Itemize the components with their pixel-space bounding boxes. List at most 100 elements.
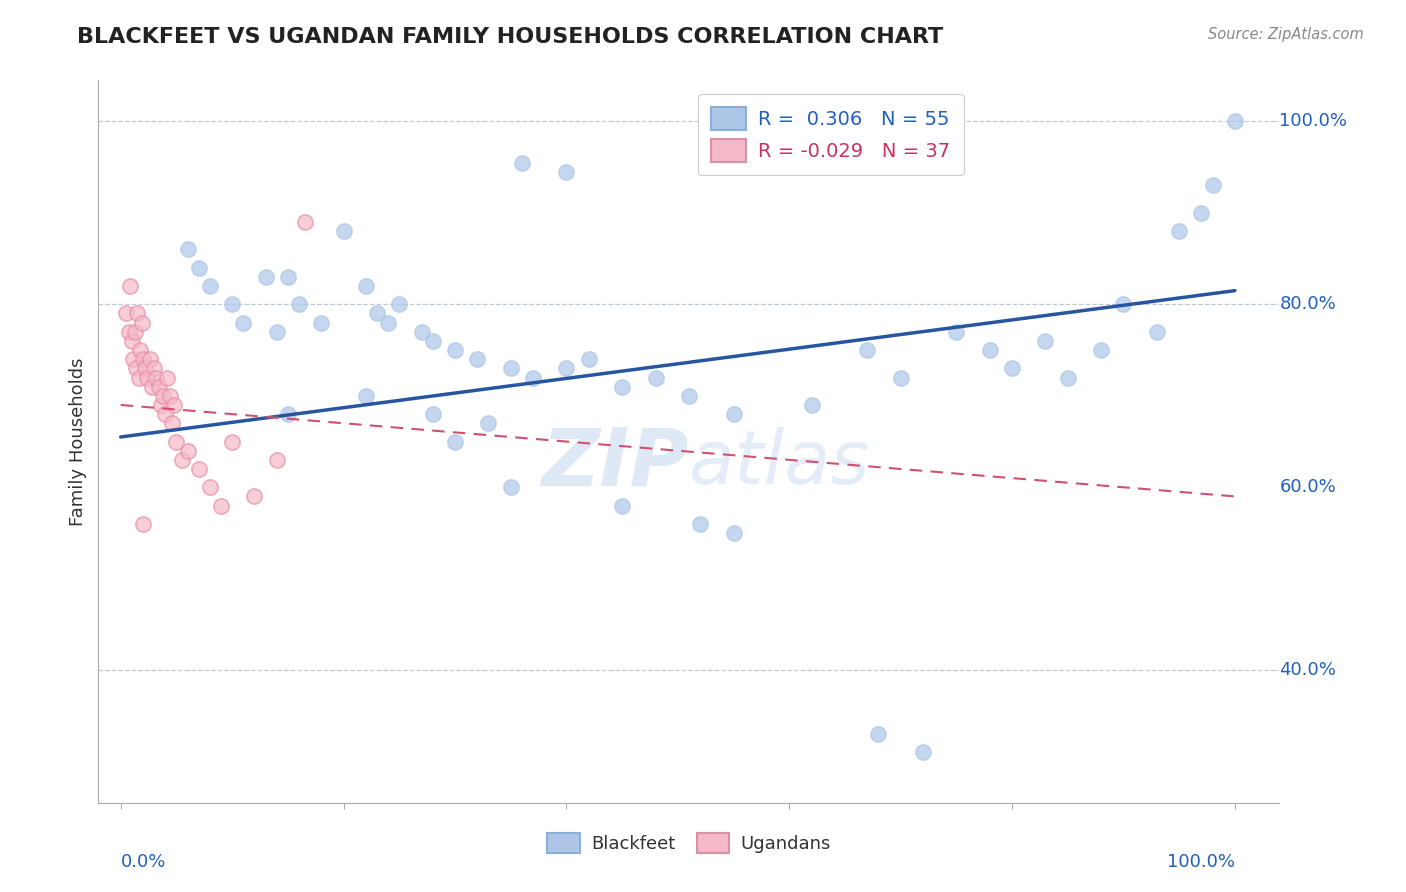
Text: BLACKFEET VS UGANDAN FAMILY HOUSEHOLDS CORRELATION CHART: BLACKFEET VS UGANDAN FAMILY HOUSEHOLDS C…	[77, 27, 943, 46]
Point	[578, 352, 600, 367]
Point	[1035, 334, 1057, 348]
Point	[388, 297, 411, 311]
Point	[134, 361, 156, 376]
Point	[136, 370, 159, 384]
Point	[288, 297, 311, 311]
Point	[209, 499, 232, 513]
Text: Source: ZipAtlas.com: Source: ZipAtlas.com	[1208, 27, 1364, 42]
Point	[856, 343, 879, 357]
Point	[132, 516, 155, 531]
Point	[945, 325, 967, 339]
Point	[141, 379, 163, 393]
Point	[165, 434, 187, 449]
Point	[510, 155, 533, 169]
Point	[444, 434, 467, 449]
Point	[522, 370, 544, 384]
Point	[266, 325, 288, 339]
Point	[160, 416, 183, 430]
Point	[477, 416, 499, 430]
Point	[170, 453, 193, 467]
Point	[232, 316, 254, 330]
Point	[499, 480, 522, 494]
Point	[689, 516, 711, 531]
Point	[411, 325, 433, 339]
Text: 40.0%: 40.0%	[1279, 661, 1336, 679]
Point	[198, 279, 221, 293]
Point	[128, 370, 150, 384]
Point	[1146, 325, 1168, 339]
Point	[723, 526, 745, 541]
Point	[118, 279, 141, 293]
Point	[911, 746, 934, 760]
Point	[187, 462, 209, 476]
Point	[143, 361, 166, 376]
Point	[800, 398, 823, 412]
Point	[132, 352, 155, 367]
Text: atlas: atlas	[689, 427, 870, 500]
Legend: Blackfeet, Ugandans: Blackfeet, Ugandans	[534, 820, 844, 866]
Point	[294, 215, 316, 229]
Point	[125, 361, 148, 376]
Text: 100.0%: 100.0%	[1279, 112, 1347, 130]
Point	[1090, 343, 1112, 357]
Point	[155, 407, 177, 421]
Point	[1168, 224, 1191, 238]
Point	[555, 165, 578, 179]
Point	[187, 260, 209, 275]
Point	[198, 480, 221, 494]
Point	[555, 361, 578, 376]
Point	[221, 297, 243, 311]
Point	[163, 398, 186, 412]
Point	[115, 306, 138, 320]
Point	[868, 727, 890, 741]
Point	[277, 269, 299, 284]
Point	[122, 352, 145, 367]
Point	[127, 306, 149, 320]
Point	[266, 453, 288, 467]
Point	[422, 334, 444, 348]
Text: 100.0%: 100.0%	[1167, 853, 1234, 871]
Text: 0.0%: 0.0%	[121, 853, 166, 871]
Point	[422, 407, 444, 421]
Text: 80.0%: 80.0%	[1279, 295, 1336, 313]
Point	[117, 325, 139, 339]
Point	[243, 490, 266, 504]
Point	[979, 343, 1001, 357]
Point	[138, 352, 160, 367]
Point	[277, 407, 299, 421]
Point	[465, 352, 488, 367]
Text: ZIP: ZIP	[541, 425, 689, 502]
Point	[124, 325, 146, 339]
Y-axis label: Family Households: Family Households	[69, 358, 87, 525]
Point	[121, 334, 143, 348]
Point	[176, 243, 198, 257]
Point	[1223, 114, 1246, 128]
Point	[1191, 206, 1213, 220]
Point	[176, 443, 198, 458]
Point	[723, 407, 745, 421]
Point	[444, 343, 467, 357]
Point	[221, 434, 243, 449]
Point	[156, 370, 179, 384]
Text: 60.0%: 60.0%	[1279, 478, 1336, 496]
Point	[377, 316, 399, 330]
Point	[366, 306, 388, 320]
Point	[332, 224, 354, 238]
Point	[254, 269, 277, 284]
Point	[131, 316, 153, 330]
Point	[148, 379, 170, 393]
Point	[128, 343, 150, 357]
Point	[499, 361, 522, 376]
Point	[145, 370, 167, 384]
Point	[159, 389, 181, 403]
Point	[309, 316, 332, 330]
Point	[149, 398, 172, 412]
Point	[610, 499, 633, 513]
Point	[610, 379, 633, 393]
Point	[354, 279, 377, 293]
Point	[354, 389, 377, 403]
Point	[152, 389, 174, 403]
Point	[644, 370, 666, 384]
Point	[1001, 361, 1024, 376]
Point	[678, 389, 700, 403]
